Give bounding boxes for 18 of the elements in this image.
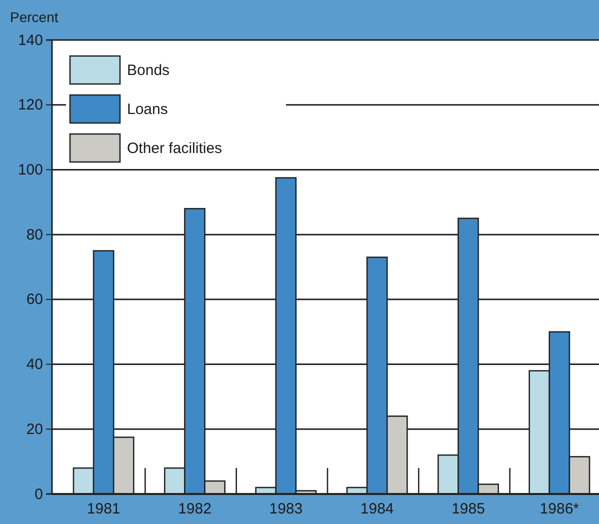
y-tick-label: 40	[26, 356, 43, 374]
x-tick-label: 1986*	[540, 500, 580, 518]
x-tick-label: 1984	[360, 500, 394, 518]
legend-label: Bonds	[127, 62, 170, 79]
y-tick-label: 20	[26, 420, 43, 438]
y-tick-label: 120	[18, 96, 43, 114]
y-tick-label: 60	[26, 291, 43, 308]
x-tick-label: 1983	[269, 500, 303, 518]
y-axis-title: Percent	[10, 9, 58, 25]
x-tick-label: 1985	[452, 500, 485, 518]
y-tick-label: 140	[18, 32, 43, 49]
y-tick-label: 80	[26, 226, 43, 244]
x-tick-label: 1981	[86, 500, 120, 518]
y-tick-label: 0	[34, 486, 43, 503]
legend-label: Other facilities	[127, 140, 222, 157]
legend-label: Loans	[127, 101, 168, 118]
y-tick-label: 100	[18, 162, 43, 179]
x-tick-label: 1982	[178, 500, 212, 518]
